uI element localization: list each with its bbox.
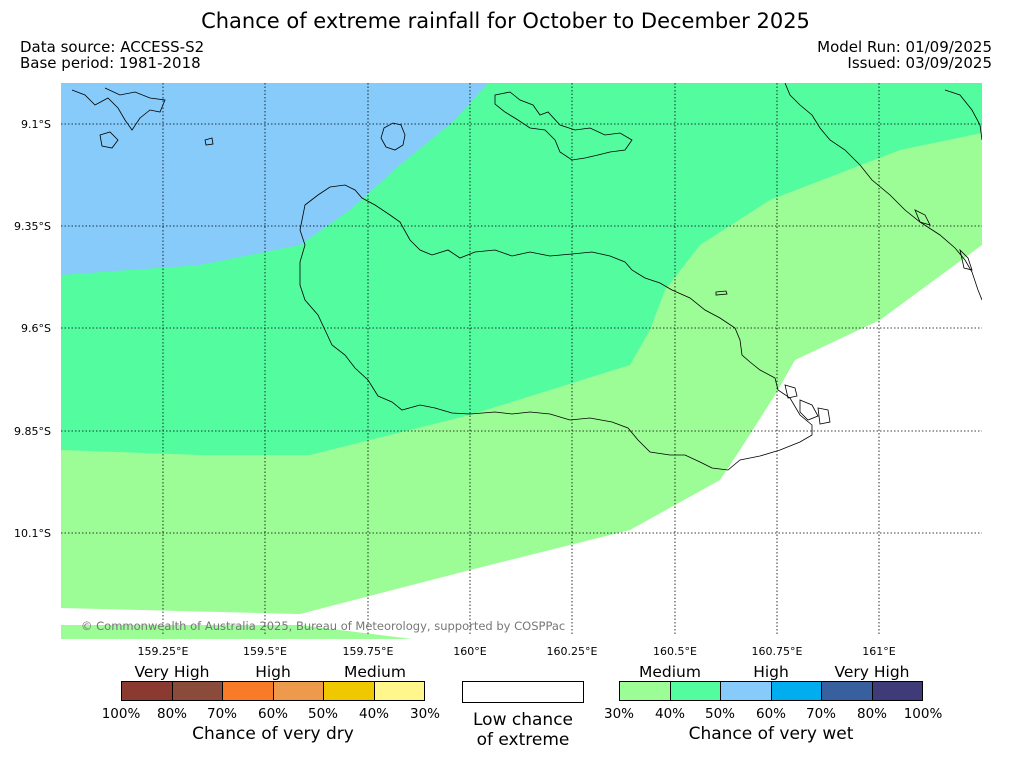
dry-tick: 40% [358, 706, 389, 722]
island-far-ne-coastline [944, 89, 982, 141]
islet-4 [799, 399, 819, 421]
island-north-coastline [494, 91, 633, 161]
wet-swatch-0 [620, 682, 671, 700]
wet-swatch-2 [721, 682, 772, 700]
dry-tick: 30% [409, 706, 440, 722]
island-small-coastline [380, 122, 406, 151]
island-northeast-coastline [784, 83, 982, 301]
dry-legend-name: Chance of very dry [192, 724, 354, 744]
wet-swatch-4 [822, 682, 873, 700]
wet-heading: Medium [639, 663, 701, 681]
source-info: Data source: ACCESS-S2 Base period: 1981… [20, 39, 204, 71]
dry-swatch-2 [223, 682, 274, 700]
run-info: Model Run: 01/09/2025 Issued: 03/09/2025 [817, 39, 992, 71]
zone-very-wet-50-60 [61, 83, 488, 275]
dry-tick: 80% [156, 706, 187, 722]
lat-label: 9.35°S [14, 220, 51, 233]
lon-label: 160.75°E [751, 645, 803, 658]
dry-swatch-5 [374, 682, 424, 700]
wet-tick: 30% [603, 706, 634, 722]
lon-label: 159.5°E [243, 645, 287, 658]
dry-tick: 70% [206, 706, 237, 722]
wet-tick: 100% [903, 706, 943, 722]
dry-heading: High [255, 663, 291, 681]
lat-label: 10.1°S [14, 527, 51, 540]
island-main-coastline [299, 184, 813, 471]
wet-tick: 80% [856, 706, 887, 722]
copyright-notice: © Commonwealth of Australia 2025, Bureau… [81, 619, 566, 633]
issued-date: Issued: 03/09/2025 [847, 54, 992, 72]
low-chance-line1: Low chance [473, 710, 573, 730]
wet-colorbar [619, 681, 923, 701]
dry-tick: 100% [101, 706, 141, 722]
wet-heading: High [753, 663, 789, 681]
wet-tick: 50% [704, 706, 735, 722]
dry-heading: Very High [134, 663, 210, 681]
wet-tick: 40% [654, 706, 685, 722]
rainfall-map [61, 83, 982, 639]
islet-3 [784, 384, 798, 399]
wet-tick: 70% [805, 706, 836, 722]
base-period: Base period: 1981-2018 [20, 54, 201, 72]
wet-swatch-3 [771, 682, 822, 700]
wet-heading: Very High [834, 663, 910, 681]
dry-tick: 50% [307, 706, 338, 722]
islet-5 [817, 407, 831, 425]
coastlines [71, 83, 982, 471]
lat-label: 9.85°S [14, 425, 51, 438]
low-chance-label: Low chance of extreme [440, 710, 606, 750]
lon-label: 161°E [862, 645, 896, 658]
lon-label: 160.25°E [546, 645, 598, 658]
lon-label: 160°E [453, 645, 487, 658]
island-west-coastline [71, 87, 166, 131]
low-chance-swatch [462, 681, 584, 703]
wet-legend-name: Chance of very wet [688, 724, 854, 744]
lon-label: 160.5°E [653, 645, 697, 658]
model-run: Model Run: 01/09/2025 [817, 38, 992, 56]
low-chance-line2: of extreme [476, 730, 570, 750]
dry-tick: 60% [257, 706, 288, 722]
gridlines [61, 83, 982, 636]
lat-label: 9.1°S [21, 118, 51, 131]
dry-swatch-4 [324, 682, 375, 700]
lon-label: 159.25°E [137, 645, 189, 658]
islet-2 [204, 137, 214, 146]
dry-colorbar [121, 681, 425, 701]
islet-1 [99, 131, 119, 149]
islet-8 [959, 248, 973, 271]
map-title: Chance of extreme rainfall for October t… [201, 9, 810, 33]
dry-swatch-1 [172, 682, 223, 700]
wet-tick: 60% [755, 706, 786, 722]
dry-heading: Medium [344, 663, 406, 681]
dry-swatch-0 [122, 682, 173, 700]
lat-label: 9.6°S [21, 322, 51, 335]
wet-swatch-5 [872, 682, 922, 700]
dry-swatch-3 [273, 682, 324, 700]
wet-swatch-1 [670, 682, 721, 700]
data-source: Data source: ACCESS-S2 [20, 38, 205, 56]
islet-6 [715, 290, 728, 296]
lon-label: 159.75°E [342, 645, 394, 658]
islet-7 [914, 209, 931, 226]
